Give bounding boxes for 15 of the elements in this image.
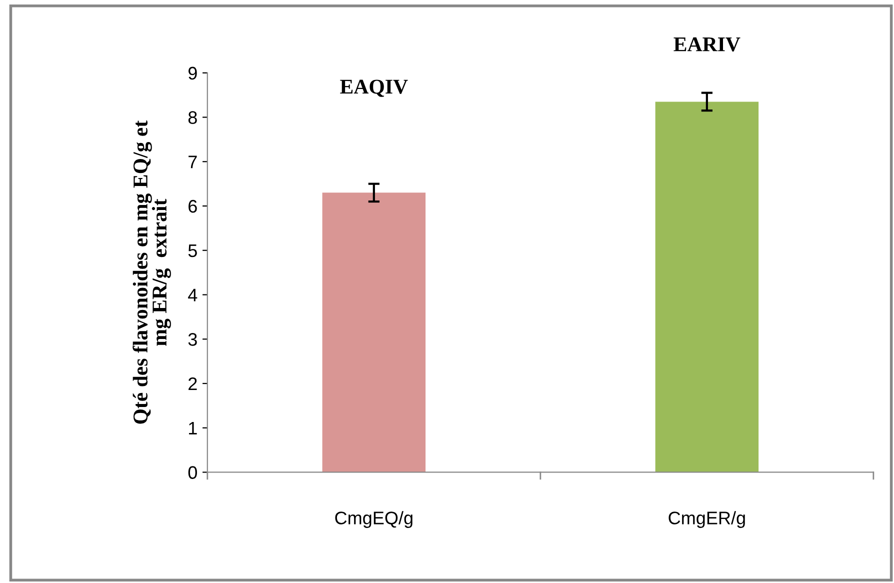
y-tick-label: 2 bbox=[188, 377, 197, 390]
annotation: EAQIV bbox=[340, 80, 408, 97]
y-tick-label: 6 bbox=[188, 200, 197, 213]
y-tick-label: 8 bbox=[188, 111, 197, 124]
y-tick-label: 5 bbox=[188, 244, 197, 258]
y-tick-label: 9 bbox=[188, 66, 197, 80]
y-tick-label: 0 bbox=[188, 466, 197, 479]
y-tick-label: 7 bbox=[188, 156, 197, 168]
x-tick-label: CmgER/g bbox=[668, 511, 745, 528]
text: EARIV bbox=[674, 37, 740, 52]
y-tick-label: 1 bbox=[189, 422, 197, 434]
x-tick-label: CmgEQ/g bbox=[335, 511, 412, 528]
y-tick-label: 3 bbox=[188, 333, 197, 346]
y-tick-label: 4 bbox=[188, 288, 198, 302]
y-axis-title: Qté des flavonoides en mg EQ/g et mg ER/g extrait bbox=[132, 120, 171, 424]
